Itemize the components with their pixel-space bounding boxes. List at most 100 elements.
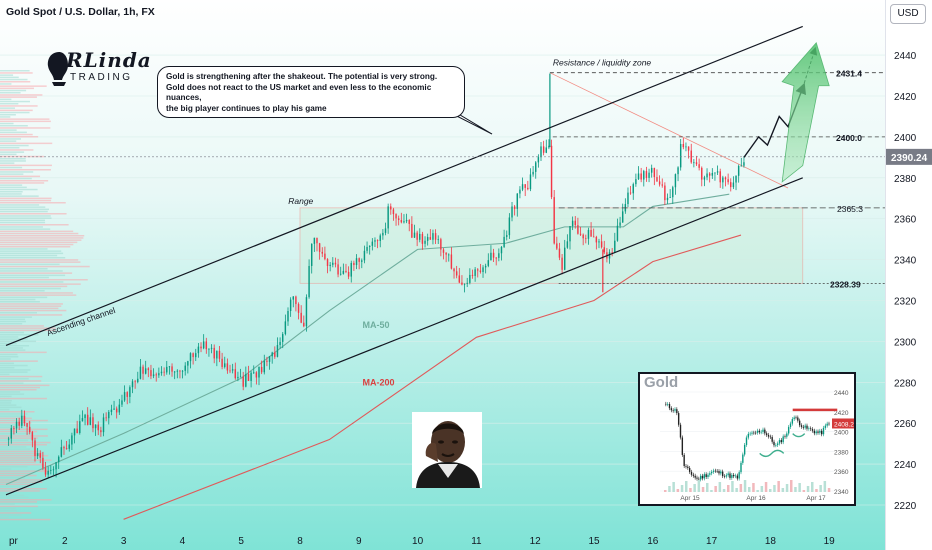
candle-body [506, 235, 508, 237]
candle-body [437, 239, 439, 241]
candles [7, 73, 745, 479]
currency-button[interactable]: USD [890, 4, 926, 24]
volume-profile-bar [0, 276, 49, 279]
volume-profile-bar [0, 378, 29, 380]
inset-candle-body [776, 443, 779, 446]
price-tick-label: 2260 [894, 419, 917, 430]
candle-body [84, 414, 86, 419]
inset-candle-body [745, 437, 748, 445]
volume-profile-bar [0, 413, 28, 415]
current-price-tag [886, 148, 932, 165]
candle-body [650, 167, 653, 173]
inset-candle-body [749, 433, 751, 435]
volume-profile-bar [0, 257, 66, 259]
x-tick-label: 9 [356, 536, 362, 547]
inset-candle-body [786, 433, 788, 437]
candle-body [350, 262, 352, 277]
logo-text: RLinda [66, 48, 152, 72]
volume-profile-bar [0, 114, 16, 116]
x-tick-label: 5 [238, 536, 244, 547]
candle-body [463, 283, 466, 285]
volume-profile-bar [0, 342, 17, 345]
inset-volume-bar [676, 489, 680, 492]
candle-body [347, 271, 350, 277]
inset-candle-body [736, 475, 739, 479]
candle-body [703, 177, 706, 180]
candle-body [39, 453, 41, 458]
inset-volume-bar [697, 480, 701, 492]
inset-volume-bar [748, 487, 751, 492]
volume-profile-bar [0, 430, 38, 433]
inset-canvas: 2340 2360 2380 2400 2420 2440 2408.2 Apr 15 Apr … [640, 374, 854, 504]
volume-profile [0, 70, 90, 521]
inset-volume-bar [781, 488, 785, 492]
candle-body [361, 260, 363, 262]
inset-volume-bar [752, 483, 755, 492]
volume-profile-bar [0, 397, 47, 400]
gold-inset-chart: 2340 2360 2380 2400 2420 2440 2408.2 Apr 15 Apr … [638, 372, 856, 506]
volume-profile-bar [0, 334, 39, 336]
inset-candle-body [721, 471, 724, 477]
candle-body [603, 247, 605, 253]
inset-candle-body [670, 408, 673, 411]
price-axis[interactable]: 2220 2240 2260 2280 2300 2320 2340 2360 2380 2400… [885, 0, 932, 550]
volume-profile-bar [0, 424, 27, 426]
volume-profile-bar [0, 76, 19, 79]
candle-body [60, 447, 63, 457]
volume-profile-bar [0, 433, 30, 435]
inset-candle-body [688, 467, 691, 472]
price-tick-label: 2380 [894, 174, 917, 185]
candle-body [666, 197, 669, 201]
volume-profile-bar [0, 180, 49, 182]
inset-candle-body [813, 430, 816, 434]
volume-profile-bar [0, 318, 26, 321]
inset-candle-body [709, 473, 711, 475]
candle-body [168, 366, 171, 368]
inset-candle-body [729, 473, 731, 478]
candle-body [279, 341, 281, 346]
candle-body [392, 209, 395, 215]
candle-body [564, 247, 566, 270]
candle-body [239, 376, 242, 378]
candle-body [305, 297, 308, 327]
channel-upper-line [5, 25, 803, 347]
bullish-arrow-icon [781, 42, 830, 183]
candle-body [455, 271, 458, 276]
volume-profile-bar [0, 375, 43, 378]
volume-profile-bar [0, 133, 33, 136]
volume-profile-bar [0, 127, 51, 129]
candle-body [28, 426, 31, 433]
candle-body [540, 146, 542, 158]
volume-profile-bar [0, 241, 78, 244]
inset-candle-body [738, 472, 740, 479]
volume-profile-bar [0, 149, 34, 151]
logo-head-icon [47, 52, 68, 86]
candle-body [76, 428, 78, 433]
candle-body [139, 366, 142, 379]
candle-body [429, 237, 432, 240]
price-tick-label: 2440 [894, 51, 917, 62]
price-tick-label: 2280 [894, 378, 917, 389]
candle-body [706, 173, 708, 178]
volume-profile-bar [0, 290, 45, 292]
volume-profile-bar [0, 122, 14, 125]
candle-body [31, 432, 34, 441]
candle-body [585, 238, 587, 240]
volume-profile-bar [0, 272, 73, 274]
volume-profile-bar [0, 151, 25, 153]
inset-x-tick: Apr 16 [746, 495, 766, 502]
inset-volume-bar [811, 482, 814, 492]
volume-profile-bar [0, 219, 46, 222]
volume-profile-bar [0, 349, 26, 351]
volume-profile-bar [0, 125, 28, 127]
candle-body [664, 185, 666, 201]
volume-profile-bar [0, 393, 25, 395]
volume-profile-bar [0, 173, 24, 175]
price-tick-label: 2420 [894, 92, 917, 103]
inset-candle-body [795, 417, 797, 419]
x-tick-label: 3 [121, 536, 127, 547]
candle-body [492, 252, 495, 258]
candle-body [231, 369, 234, 371]
candle-body [571, 220, 574, 227]
volume-profile-bar [0, 323, 23, 325]
